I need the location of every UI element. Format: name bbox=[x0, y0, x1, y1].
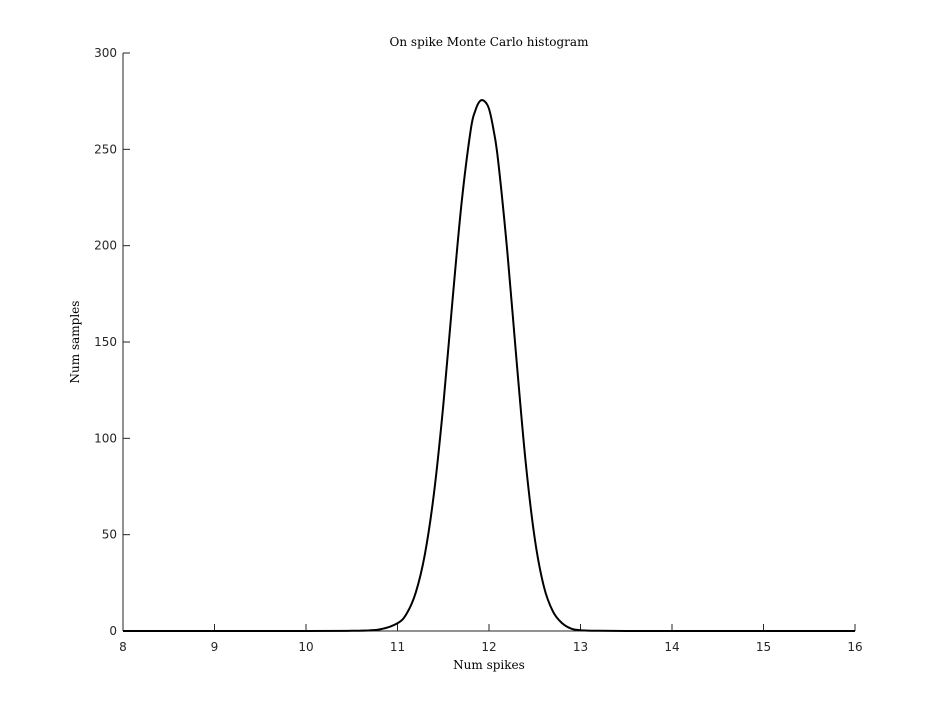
x-tick-label: 16 bbox=[847, 640, 862, 654]
x-tick-label: 10 bbox=[298, 640, 313, 654]
y-tick-label: 200 bbox=[94, 239, 117, 253]
y-tick-label: 250 bbox=[94, 142, 117, 156]
y-tick-label: 300 bbox=[94, 46, 117, 60]
x-tick-label: 11 bbox=[390, 640, 405, 654]
x-tick-label: 14 bbox=[664, 640, 679, 654]
chart-title: On spike Monte Carlo histogram bbox=[390, 35, 590, 49]
x-tick-label: 12 bbox=[481, 640, 496, 654]
y-tick-label: 100 bbox=[94, 431, 117, 445]
x-tick-label: 9 bbox=[211, 640, 219, 654]
series-line bbox=[122, 99, 855, 633]
y-tick-label: 0 bbox=[109, 624, 117, 638]
y-axis-label: Num samples bbox=[68, 301, 82, 384]
x-tick-label: 8 bbox=[119, 640, 127, 654]
x-tick-label: 13 bbox=[573, 640, 588, 654]
y-ticks: 0 50 100 150 200 250 300 bbox=[94, 46, 130, 638]
axes bbox=[122, 53, 855, 632]
y-tick-label: 50 bbox=[102, 528, 117, 542]
x-tick-label: 15 bbox=[756, 640, 771, 654]
x-ticks: 8 9 10 11 12 13 14 15 16 bbox=[119, 624, 863, 654]
y-tick-label: 150 bbox=[94, 335, 117, 349]
x-axis-label: Num spikes bbox=[453, 658, 525, 672]
